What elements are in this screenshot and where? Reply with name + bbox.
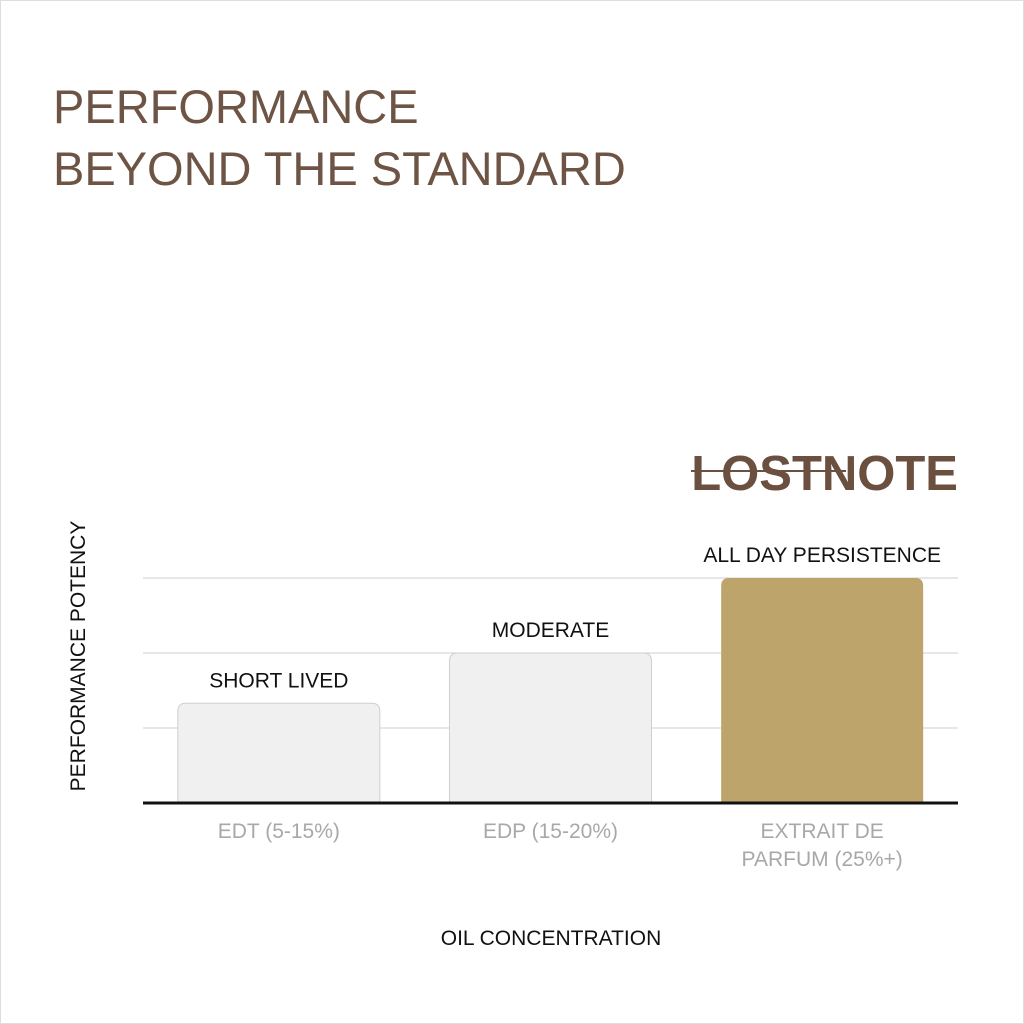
title-line: PERFORMANCE (53, 80, 419, 133)
bar-label: MODERATE (492, 619, 609, 642)
title-line: BEYOND THE STANDARD (53, 142, 626, 195)
y-axis-label: PERFORMANCE POTENCY (67, 521, 90, 792)
bar-label: ALL DAY PERSISTENCE (703, 544, 941, 567)
bar (449, 652, 652, 804)
brand: LOSTNOTE (691, 447, 958, 501)
x-axis-label: OIL CONCENTRATION (441, 927, 662, 950)
x-tick-label: EDT (5-15%) (217, 820, 340, 843)
bar (177, 702, 381, 804)
bar (721, 578, 924, 803)
bar-label: SHORT LIVED (209, 669, 348, 692)
x-tick-label: EXTRAIT DE PARFUM (25%+) (741, 820, 903, 871)
x-tick-label: EDP (15-20%) (482, 820, 618, 843)
